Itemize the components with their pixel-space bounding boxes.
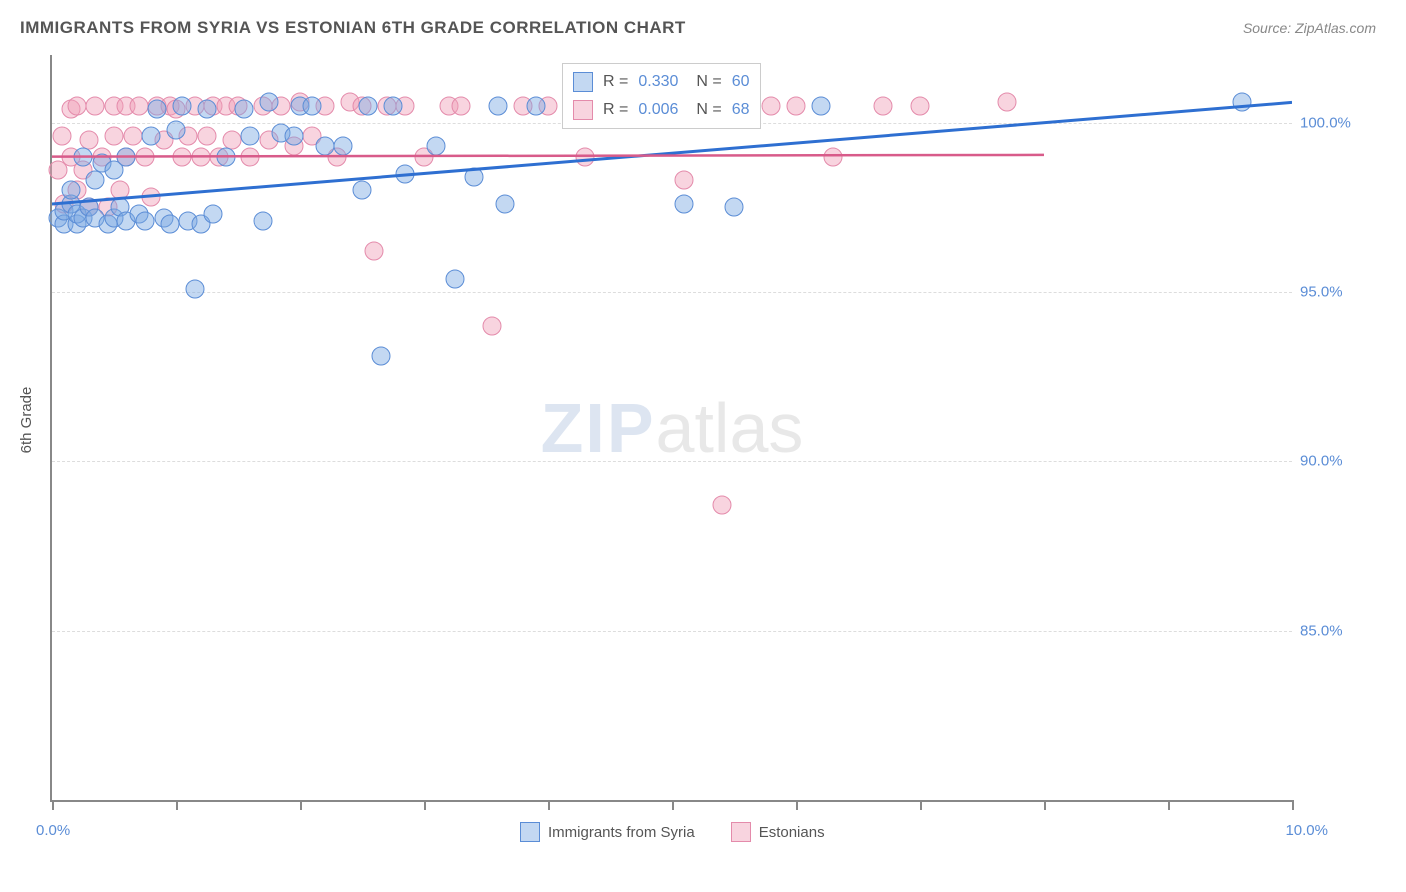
legend-swatch-icon (520, 822, 540, 842)
x-tick (300, 800, 302, 810)
x-min-label: 0.0% (36, 822, 70, 839)
x-tick (1044, 800, 1046, 810)
chart-title: IMMIGRANTS FROM SYRIA VS ESTONIAN 6TH GR… (20, 18, 686, 38)
legend-item-syria: Immigrants from Syria (520, 822, 695, 842)
bottom-legend: Immigrants from Syria Estonians (520, 822, 825, 842)
x-tick (1168, 800, 1170, 810)
trend-lines (52, 55, 1292, 800)
y-tick-label: 95.0% (1300, 284, 1343, 301)
y-tick-label: 90.0% (1300, 453, 1343, 470)
plot-area: ZIPatlas R =0.330 N =60 R =0.006 N =68 (50, 55, 1292, 802)
y-tick-label: 100.0% (1300, 114, 1351, 131)
x-max-label: 10.0% (1285, 822, 1328, 839)
x-tick (1292, 800, 1294, 810)
y-tick-label: 85.0% (1300, 622, 1343, 639)
x-tick (920, 800, 922, 810)
x-tick (176, 800, 178, 810)
stats-legend: R =0.330 N =60 R =0.006 N =68 (562, 63, 761, 129)
legend-item-estonians: Estonians (731, 822, 825, 842)
legend-swatch-icon (731, 822, 751, 842)
y-axis-title: 6th Grade (18, 387, 35, 454)
x-tick (52, 800, 54, 810)
source-label: Source: ZipAtlas.com (1243, 20, 1376, 36)
legend-swatch-estonians (573, 100, 593, 120)
x-tick (424, 800, 426, 810)
x-tick (672, 800, 674, 810)
x-tick (796, 800, 798, 810)
legend-swatch-syria (573, 72, 593, 92)
x-tick (548, 800, 550, 810)
